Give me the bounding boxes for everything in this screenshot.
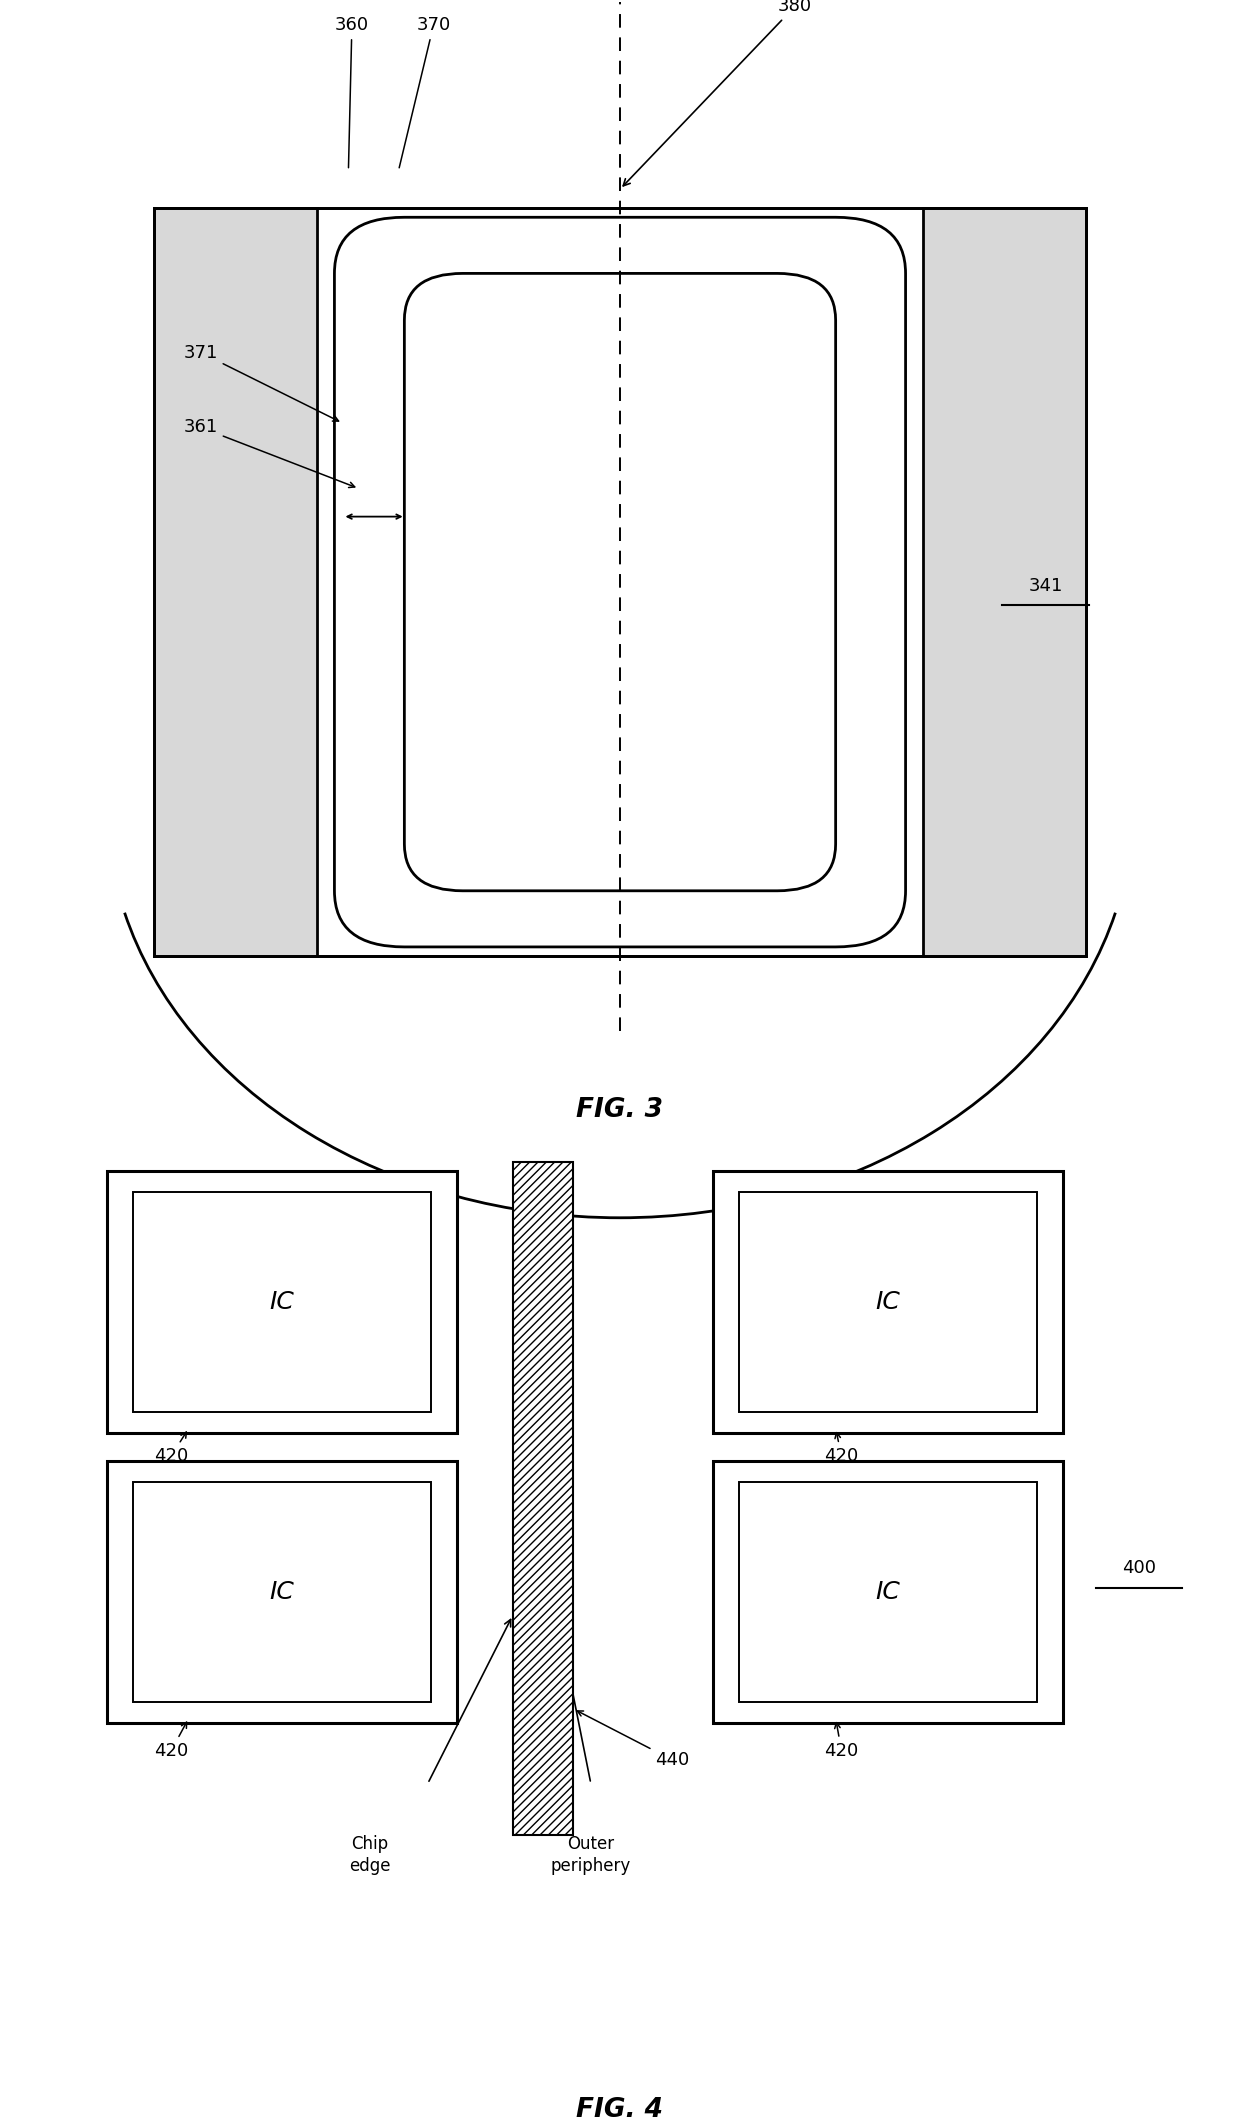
Text: void: void [477, 521, 518, 540]
Text: 371: 371 [184, 344, 339, 421]
Bar [739, 1191, 1038, 1412]
Bar [154, 208, 1086, 957]
Text: 360: 360 [335, 17, 370, 168]
Bar [133, 1191, 432, 1412]
Text: 420: 420 [825, 1722, 858, 1760]
Text: Outer
periphery: Outer periphery [551, 1835, 631, 1875]
FancyBboxPatch shape [335, 217, 905, 946]
Bar [154, 208, 317, 957]
Text: 361: 361 [184, 419, 355, 487]
Text: 420: 420 [154, 1433, 188, 1465]
Bar [923, 208, 1086, 957]
Bar [739, 1482, 1038, 1703]
Text: 341: 341 [1028, 578, 1063, 595]
Text: Chip
edge: Chip edge [348, 1835, 391, 1875]
Bar [513, 1161, 573, 1835]
Text: 400: 400 [1122, 1558, 1156, 1577]
Bar [133, 1482, 432, 1703]
Text: IC: IC [875, 1290, 900, 1314]
Text: 420: 420 [154, 1722, 188, 1760]
Text: 380: 380 [624, 0, 812, 185]
Bar [154, 208, 1086, 957]
Text: 370: 370 [399, 17, 450, 168]
Bar [107, 1171, 456, 1433]
Text: IC: IC [269, 1580, 294, 1603]
Text: IC: IC [875, 1580, 900, 1603]
Text: FIG. 4: FIG. 4 [577, 2096, 663, 2124]
FancyBboxPatch shape [404, 274, 836, 891]
Bar [713, 1171, 1063, 1433]
Text: FIG. 3: FIG. 3 [577, 1097, 663, 1123]
Text: 311: 311 [492, 719, 527, 736]
Text: IC: IC [269, 1290, 294, 1314]
Text: 440: 440 [578, 1711, 689, 1769]
Bar [107, 1461, 456, 1722]
Text: 310: 310 [714, 578, 748, 595]
Bar [713, 1461, 1063, 1722]
Text: 420: 420 [825, 1433, 858, 1465]
